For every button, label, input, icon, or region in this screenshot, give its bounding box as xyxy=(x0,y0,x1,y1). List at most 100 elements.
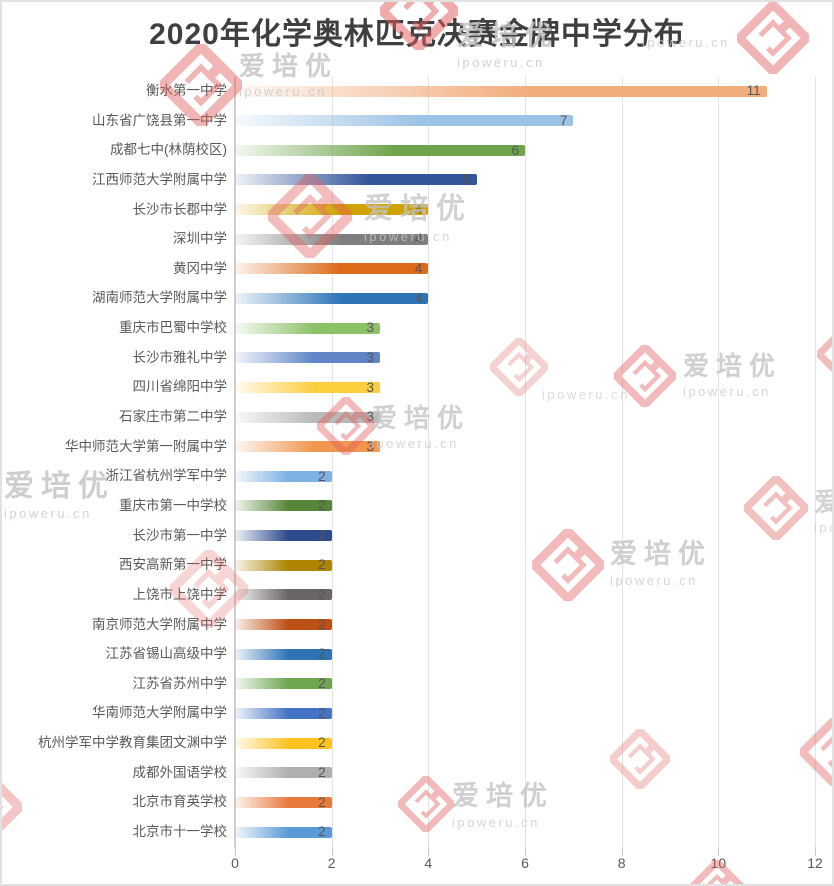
axis-tick xyxy=(331,847,333,856)
category-label: 黄冈中学 xyxy=(173,260,227,276)
bar: 4 xyxy=(235,261,429,277)
value-label: 2 xyxy=(318,587,326,603)
bar: 7 xyxy=(235,112,574,128)
category-label: 上饶市上饶中学 xyxy=(132,586,228,602)
value-label: 2 xyxy=(318,764,326,780)
value-label: 2 xyxy=(318,498,326,514)
value-label: 2 xyxy=(318,557,326,573)
value-label: 3 xyxy=(366,438,374,454)
value-label: 7 xyxy=(559,112,568,128)
value-label: 2 xyxy=(318,616,326,632)
value-label: 4 xyxy=(414,261,423,277)
category-label: 成都外国语学校 xyxy=(132,764,228,780)
category-label: 成都七中(林荫校区) xyxy=(110,142,227,158)
bar: 2 xyxy=(235,764,332,780)
gridline xyxy=(524,77,526,847)
category-label: 重庆市第一中学校 xyxy=(119,497,227,513)
bar: 2 xyxy=(235,587,332,603)
value-label: 3 xyxy=(366,350,374,365)
bar: 3 xyxy=(235,409,380,425)
bar: 11 xyxy=(235,83,767,99)
chart-title: 2020年化学奥林匹克决赛金牌中学分布 xyxy=(149,18,685,51)
value-label: 2 xyxy=(318,676,326,692)
category-label: 江苏省锡山高级中学 xyxy=(105,646,228,662)
value-label: 3 xyxy=(366,320,374,336)
bar: 2 xyxy=(235,498,332,514)
gridline xyxy=(621,77,623,847)
bar: 2 xyxy=(235,616,332,632)
category-label: 北京市育英学校 xyxy=(132,794,228,810)
category-label: 华南师范大学附属中学 xyxy=(92,705,227,721)
category-label: 长沙市第一中学 xyxy=(132,527,228,543)
category-label: 长沙市雅礼中学 xyxy=(132,349,228,365)
bar: 2 xyxy=(235,557,332,573)
axis-tick xyxy=(235,847,236,856)
category-label: 西安高新第一中学 xyxy=(119,557,227,573)
category-label: 长沙市长郡中学 xyxy=(132,201,228,217)
value-label: 2 xyxy=(318,735,326,751)
bar: 2 xyxy=(235,676,332,692)
gridline xyxy=(718,77,720,847)
category-label: 华中师范大学第一附属中学 xyxy=(65,438,227,454)
axis-tick xyxy=(814,847,816,856)
bar: 2 xyxy=(235,527,332,543)
gridline xyxy=(814,77,816,847)
value-label: 2 xyxy=(318,527,326,543)
value-label: 2 xyxy=(318,646,326,662)
value-label: 4 xyxy=(414,290,423,306)
value-label: 6 xyxy=(511,142,519,158)
value-label: 4 xyxy=(414,231,423,247)
bar: 3 xyxy=(235,438,380,454)
bar: 5 xyxy=(235,172,477,188)
category-label: 四川省绵阳中学 xyxy=(132,379,228,395)
axis-tick xyxy=(621,847,623,856)
category-label: 北京市十一学校 xyxy=(132,824,228,839)
value-label: 11 xyxy=(746,83,761,99)
category-label: 重庆市巴蜀中学校 xyxy=(119,320,227,336)
bar: 4 xyxy=(235,231,429,247)
category-label: 江苏省苏州中学 xyxy=(132,675,228,691)
axis-tick xyxy=(524,847,526,856)
bar: 4 xyxy=(235,290,429,306)
x-tick-label: 6 xyxy=(521,855,529,871)
category-label: 深圳中学 xyxy=(173,231,227,247)
value-label: 2 xyxy=(318,468,326,484)
category-label: 衡水第一中学 xyxy=(146,83,227,98)
category-axis-line xyxy=(234,77,236,847)
bar: 3 xyxy=(235,379,380,395)
bar: 2 xyxy=(235,468,332,484)
value-label: 2 xyxy=(318,705,326,721)
x-tick-label: 2 xyxy=(327,855,336,871)
x-tick-label: 0 xyxy=(231,855,239,871)
bar: 4 xyxy=(235,201,429,217)
axis-tick xyxy=(718,847,720,856)
x-tick-label: 10 xyxy=(710,855,727,871)
x-tick-label: 8 xyxy=(617,855,626,871)
value-label: 3 xyxy=(366,379,374,395)
bar: 2 xyxy=(235,646,332,662)
bar: 2 xyxy=(235,824,332,840)
bar: 2 xyxy=(235,705,332,721)
bar: 3 xyxy=(235,320,380,336)
category-label: 石家庄市第二中学 xyxy=(119,409,227,425)
category-label: 山东省广饶县第一中学 xyxy=(92,112,227,128)
gridline xyxy=(428,77,430,847)
axis-tick xyxy=(428,847,430,856)
bar: 6 xyxy=(235,142,525,158)
bar: 2 xyxy=(235,794,332,810)
value-label: 5 xyxy=(463,172,471,188)
value-label: 2 xyxy=(318,824,326,840)
value-label: 3 xyxy=(366,409,374,425)
bar: 2 xyxy=(235,735,332,751)
category-label: 江西师范大学附属中学 xyxy=(92,171,227,187)
bar: 3 xyxy=(235,350,380,365)
category-label: 杭州学军中学教育集团文渊中学 xyxy=(38,735,227,751)
value-label: 2 xyxy=(318,794,326,810)
x-tick-label: 12 xyxy=(807,855,823,871)
value-label: 4 xyxy=(414,201,423,217)
category-label: 湖南师范大学附属中学 xyxy=(92,290,227,306)
category-label: 浙江省杭州学军中学 xyxy=(105,468,228,484)
category-label: 南京师范大学附属中学 xyxy=(92,616,227,632)
